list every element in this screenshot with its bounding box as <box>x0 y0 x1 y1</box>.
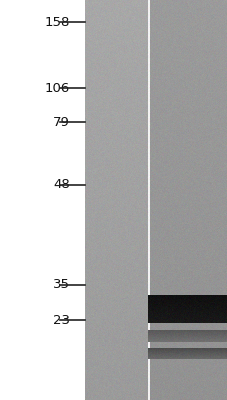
Text: 48: 48 <box>53 178 70 192</box>
Text: 79: 79 <box>53 116 70 128</box>
Text: 23: 23 <box>53 314 70 326</box>
Text: 158: 158 <box>44 16 70 28</box>
Text: 106: 106 <box>44 82 70 94</box>
Text: 35: 35 <box>53 278 70 292</box>
